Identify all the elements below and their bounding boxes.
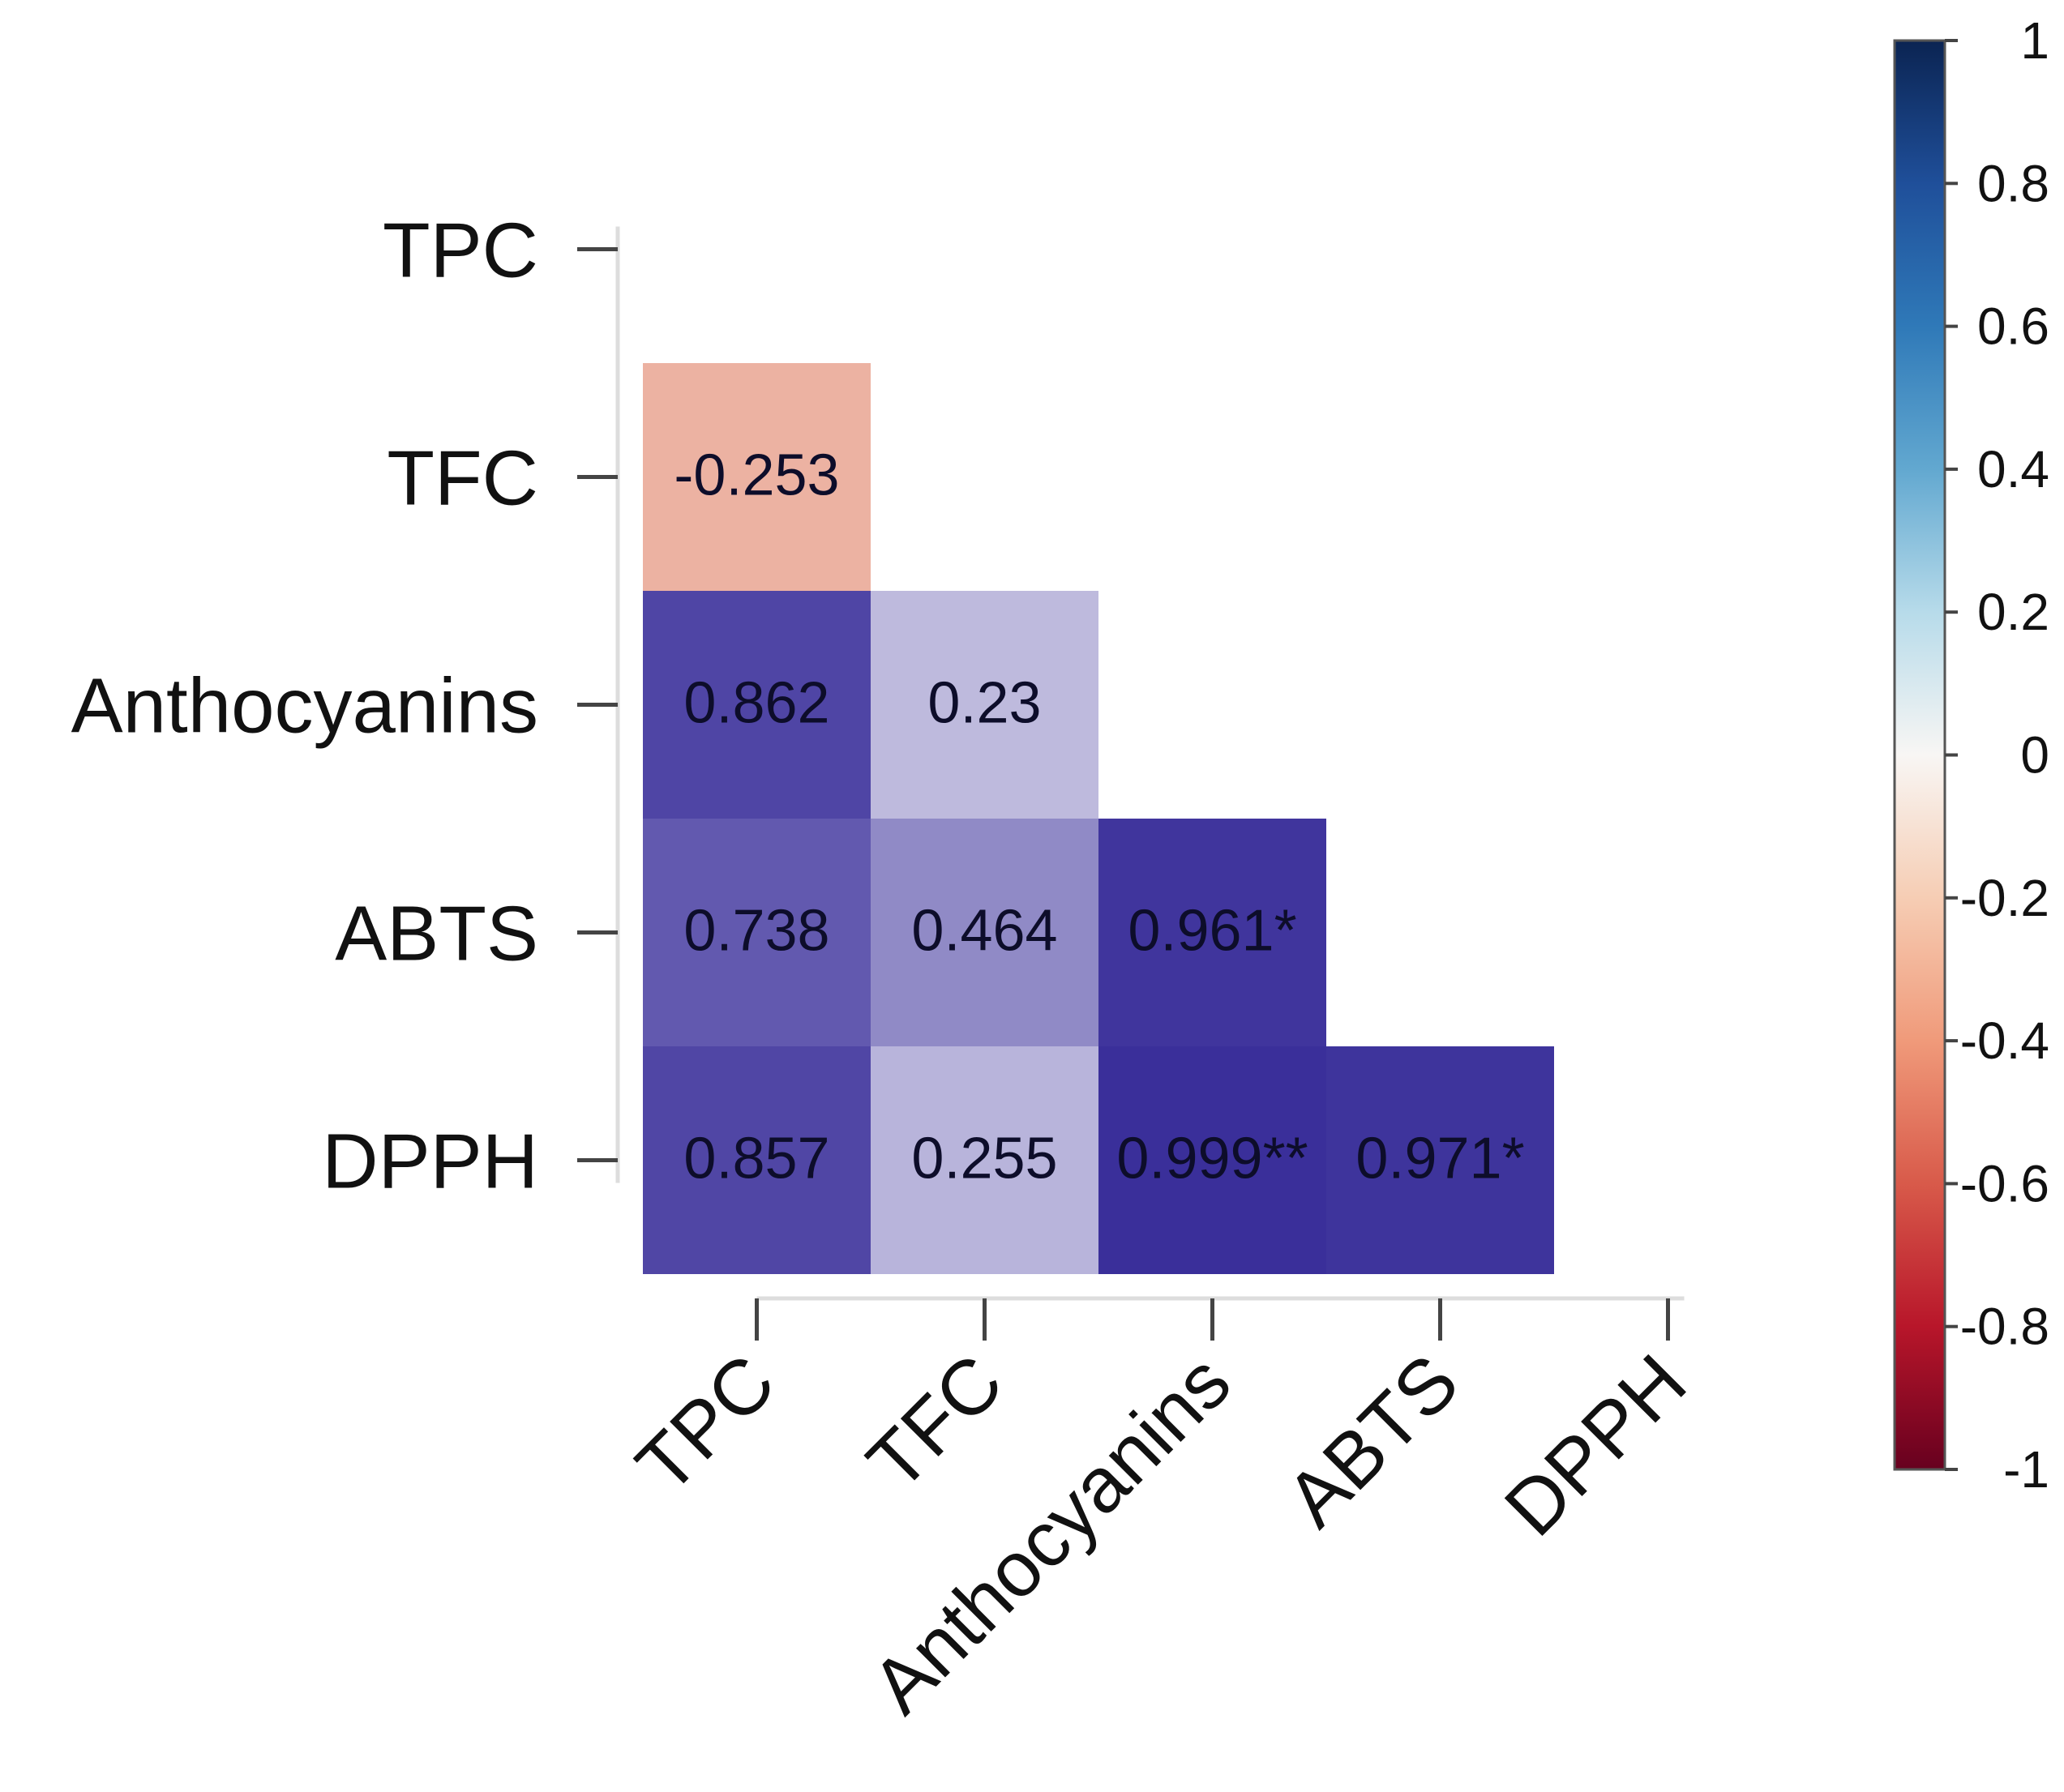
heatmap-cell-label: 0.23	[927, 671, 1041, 736]
y-tick-label-tfc: TFC	[387, 435, 538, 522]
heatmap-cell-label: 0.999**	[1116, 1127, 1308, 1191]
y-tick-label-anthocyanins: Anthocyanins	[71, 663, 538, 750]
heatmap-cell-dpph-tpc	[643, 1046, 871, 1274]
heatmap-cell-tfc-tpc	[643, 363, 871, 591]
heatmap-cell-anthocyanins-tfc	[871, 591, 1098, 819]
heatmap-cell-dpph-abts	[1326, 1046, 1554, 1274]
colorbar-tick-label: 0.4	[1977, 440, 2049, 498]
x-tick-label-tpc: TPC	[620, 1338, 791, 1509]
heatmap-cell-dpph-tfc	[871, 1046, 1098, 1274]
heatmap-cell-label: 0.971*	[1355, 1127, 1524, 1191]
heatmap-cell-abts-anthocyanins	[1098, 819, 1326, 1046]
colorbar-tick-label: 0	[2020, 726, 2049, 785]
heatmap-cell-label: 0.255	[911, 1127, 1057, 1191]
colorbar-tick-label: 1	[2020, 11, 2049, 70]
heatmap-cell-anthocyanins-tpc	[643, 591, 871, 819]
x-tick-label-tfc: TFC	[851, 1338, 1020, 1507]
y-tick-label-dpph: DPPH	[322, 1118, 538, 1205]
heatmap-cell-abts-tpc	[643, 819, 871, 1046]
colorbar-tick-label: -1	[2003, 1440, 2049, 1499]
colorbar-tick-label: -0.6	[1960, 1154, 2049, 1212]
colorbar-tick-label: -0.2	[1960, 869, 2049, 927]
heatmap-cell-abts-tfc	[871, 819, 1098, 1046]
heatmap-cell-label: 0.738	[683, 899, 829, 964]
heatmap-cell-label: 0.857	[683, 1127, 829, 1191]
heatmap-cells: -0.253 0.862 0.23 0.738 0.464 0.961* 0.857 0.25…	[643, 363, 1554, 1274]
heatmap-cell-label: 0.464	[911, 899, 1057, 964]
heatmap-cell-label: -0.253	[674, 443, 839, 508]
x-tick-label-abts: ABTS	[1270, 1338, 1475, 1543]
colorbar-tick-label: -0.4	[1960, 1011, 2049, 1070]
colorbar-tick-label: 0.2	[1977, 583, 2049, 641]
heatmap-cell-dpph-anthocyanins	[1098, 1046, 1326, 1274]
colorbar: 1 0.8 0.6 0.4 0.2 0 -0.2 -0.4 -0.6 -0.8 -1	[1893, 11, 2049, 1499]
colorbar-tick-label: 0.6	[1977, 297, 2049, 356]
colorbar-gradient	[1893, 39, 1946, 1471]
heatmap-cell-label: 0.862	[683, 671, 829, 736]
y-tick-label-abts: ABTS	[335, 891, 538, 977]
colorbar-tick-label: 0.8	[1977, 154, 2049, 212]
x-tick-label-dpph: DPPH	[1488, 1338, 1702, 1552]
y-tick-label-tpc: TPC	[383, 207, 538, 294]
heatmap-cell-label: 0.961*	[1128, 899, 1296, 964]
colorbar-tick-label: -0.8	[1960, 1298, 2049, 1356]
